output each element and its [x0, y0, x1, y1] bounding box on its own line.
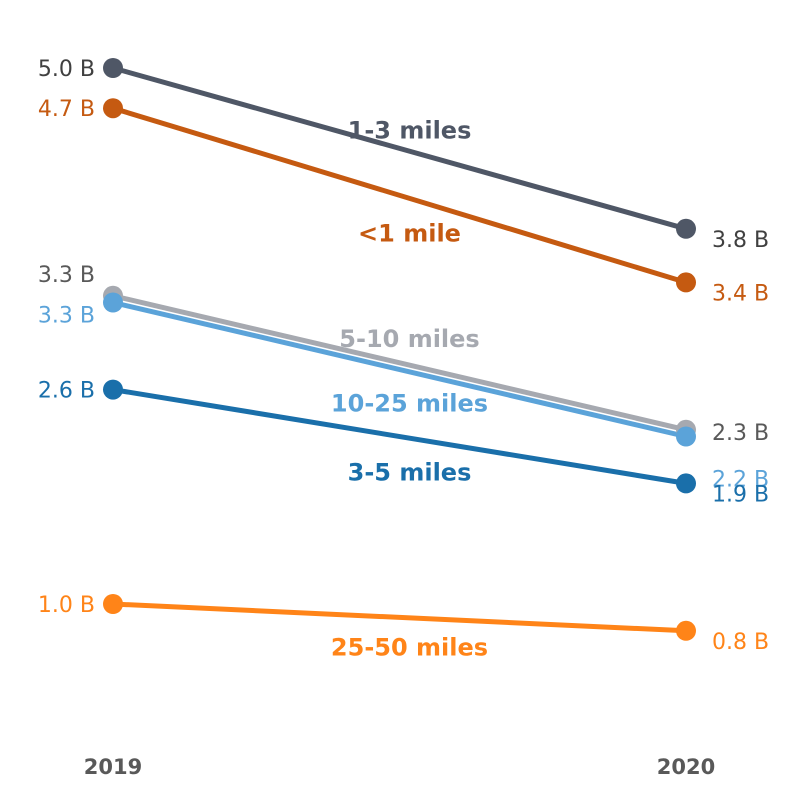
series-line-1-3-miles [112, 65, 687, 232]
x-axis: 2019 2020 [84, 755, 715, 779]
value-label-1-3-miles-2020: 3.8 B [712, 228, 769, 253]
series-name-1-3-miles: 1-3 miles [348, 116, 472, 144]
x-tick-2020: 2020 [657, 755, 715, 779]
value-label-25-50-miles-2019: 1.0 B [38, 593, 95, 618]
series-name-labels: 1-3 miles <1 mile 5-10 miles 10-25 miles 3-5… [331, 116, 488, 661]
value-label-25-50-miles-2020: 0.8 B [712, 630, 769, 655]
series-name-5-10-miles: 5-10 miles [339, 325, 479, 353]
value-label-5-10-miles-2019: 3.3 B [38, 263, 95, 288]
data-point-10-25-miles-2020 [676, 426, 696, 447]
series-line-10-25-miles [112, 300, 687, 439]
series-points [103, 58, 696, 641]
value-label-lt1-mile-2020: 3.4 B [712, 281, 769, 306]
value-label-5-10-miles-2020: 2.3 B [712, 421, 769, 446]
series-name-10-25-miles: 10-25 miles [331, 390, 488, 418]
series-line-25-50-miles [112, 601, 687, 634]
x-tick-2019: 2019 [84, 755, 142, 779]
series-name-3-5-miles: 3-5 miles [348, 459, 472, 487]
series-line-lt1-mile [112, 105, 687, 285]
value-label-3-5-miles-2019: 2.6 B [38, 379, 95, 404]
data-point-1-3-miles-2020 [676, 218, 696, 239]
data-point-25-50-miles-2020 [676, 620, 696, 641]
value-labels: 5.0 B 3.8 B 4.7 B 3.4 B 3.3 B 2.3 B 3.3 B 2.2 B… [38, 57, 769, 655]
value-label-10-25-miles-2020: 2.2 B [712, 468, 769, 493]
data-point-10-25-miles-2019 [103, 292, 123, 313]
data-point-lt1-mile-2020 [676, 272, 696, 293]
series-name-lt1-mile: <1 mile [358, 219, 461, 247]
data-point-3-5-miles-2019 [103, 379, 123, 400]
value-label-3-5-miles-2020: 1.9 B [712, 482, 769, 507]
value-label-10-25-miles-2019: 3.3 B [38, 304, 95, 329]
series-line-3-5-miles [112, 387, 687, 486]
series-name-25-50-miles: 25-50 miles [331, 633, 488, 661]
value-label-lt1-mile-2019: 4.7 B [38, 97, 95, 122]
data-point-1-3-miles-2019 [103, 58, 123, 78]
data-point-25-50-miles-2019 [103, 594, 123, 614]
value-label-1-3-miles-2019: 5.0 B [38, 57, 95, 82]
series-line-5-10-miles [112, 293, 687, 433]
data-point-3-5-miles-2020 [676, 473, 696, 494]
series-lines [112, 65, 687, 634]
data-point-lt1-mile-2019 [103, 98, 123, 119]
